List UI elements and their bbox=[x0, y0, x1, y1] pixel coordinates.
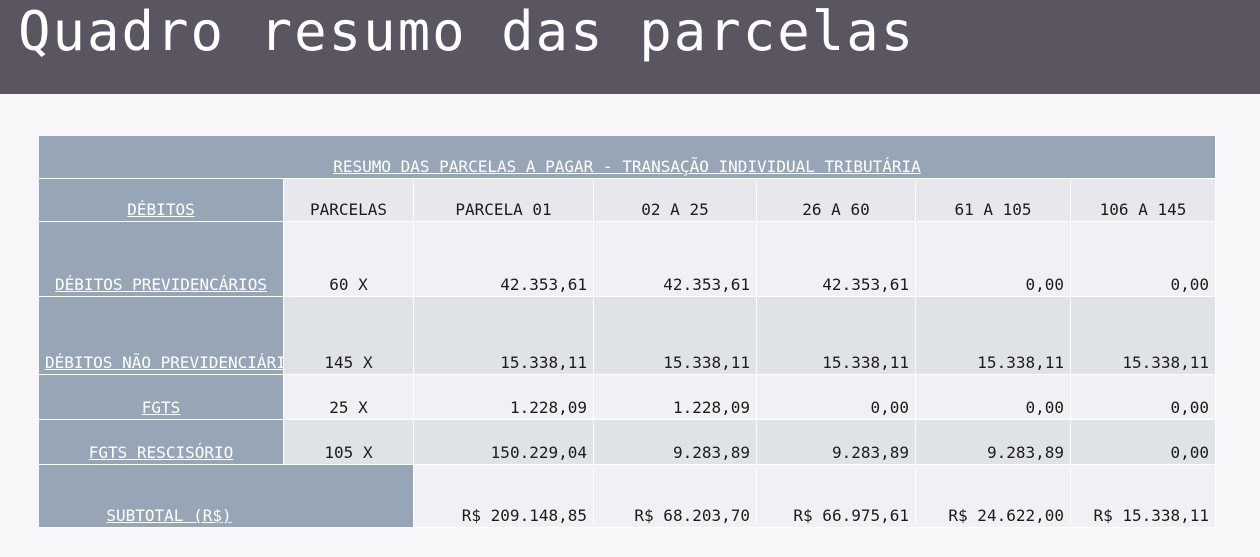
row-label: DÉBITOS PREVIDENCÁRIOS bbox=[39, 222, 284, 297]
subtotal-row: SUBTOTAL (R$) R$ 209.148,85 R$ 68.203,70… bbox=[39, 465, 1217, 528]
row-value: 15.338,11 bbox=[1071, 297, 1217, 375]
column-header-26-a-60: 26 A 60 bbox=[757, 179, 916, 222]
row-value: 15.338,11 bbox=[414, 297, 594, 375]
column-header-debitos: DÉBITOS bbox=[39, 179, 284, 222]
row-value: 9.283,89 bbox=[916, 420, 1071, 465]
row-value: 15.338,11 bbox=[916, 297, 1071, 375]
row-value: 150.229,04 bbox=[414, 420, 594, 465]
column-header-02-a-25: 02 A 25 bbox=[594, 179, 757, 222]
row-value: 9.283,89 bbox=[594, 420, 757, 465]
table-title-row: RESUMO DAS PARCELAS A PAGAR - TRANSAÇÃO … bbox=[39, 136, 1217, 179]
row-value: 1.228,09 bbox=[594, 375, 757, 420]
table-title: RESUMO DAS PARCELAS A PAGAR - TRANSAÇÃO … bbox=[39, 136, 1217, 179]
row-value: 42.353,61 bbox=[414, 222, 594, 297]
table-row: DÉBITOS NÃO PREVIDENCIÁRIOS 145 X 15.338… bbox=[39, 297, 1217, 375]
row-parcelas: 25 X bbox=[284, 375, 414, 420]
column-header-61-a-105: 61 A 105 bbox=[916, 179, 1071, 222]
page-header: Quadro resumo das parcelas bbox=[0, 0, 1260, 94]
row-label: DÉBITOS NÃO PREVIDENCIÁRIOS bbox=[39, 297, 284, 375]
row-value: 42.353,61 bbox=[594, 222, 757, 297]
row-value: 0,00 bbox=[916, 222, 1071, 297]
subtotal-value: R$ 24.622,00 bbox=[916, 465, 1071, 528]
row-value: 0,00 bbox=[1071, 222, 1217, 297]
row-label: FGTS RESCISÓRIO bbox=[39, 420, 284, 465]
table-row: FGTS RESCISÓRIO 105 X 150.229,04 9.283,8… bbox=[39, 420, 1217, 465]
row-value: 0,00 bbox=[757, 375, 916, 420]
row-parcelas: 105 X bbox=[284, 420, 414, 465]
row-label: FGTS bbox=[39, 375, 284, 420]
row-value: 0,00 bbox=[1071, 420, 1217, 465]
page-title: Quadro resumo das parcelas bbox=[18, 0, 916, 63]
subtotal-value: R$ 15.338,11 bbox=[1071, 465, 1217, 528]
row-value: 42.353,61 bbox=[757, 222, 916, 297]
subtotal-label: SUBTOTAL (R$) bbox=[39, 465, 414, 528]
subtotal-value: R$ 68.203,70 bbox=[594, 465, 757, 528]
table-row: DÉBITOS PREVIDENCÁRIOS 60 X 42.353,61 42… bbox=[39, 222, 1217, 297]
subtotal-value: R$ 66.975,61 bbox=[757, 465, 916, 528]
row-parcelas: 145 X bbox=[284, 297, 414, 375]
row-value: 0,00 bbox=[1071, 375, 1217, 420]
row-value: 1.228,09 bbox=[414, 375, 594, 420]
row-value: 0,00 bbox=[916, 375, 1071, 420]
table-row: FGTS 25 X 1.228,09 1.228,09 0,00 0,00 0,… bbox=[39, 375, 1217, 420]
row-parcelas: 60 X bbox=[284, 222, 414, 297]
column-header-parcela-01: PARCELA 01 bbox=[414, 179, 594, 222]
row-value: 15.338,11 bbox=[594, 297, 757, 375]
row-value: 9.283,89 bbox=[757, 420, 916, 465]
table-header-row: DÉBITOS PARCELAS PARCELA 01 02 A 25 26 A… bbox=[39, 179, 1217, 222]
row-value: 15.338,11 bbox=[757, 297, 916, 375]
column-header-parcelas: PARCELAS bbox=[284, 179, 414, 222]
column-header-106-a-145: 106 A 145 bbox=[1071, 179, 1217, 222]
subtotal-value: R$ 209.148,85 bbox=[414, 465, 594, 528]
summary-table: RESUMO DAS PARCELAS A PAGAR - TRANSAÇÃO … bbox=[39, 136, 1217, 528]
